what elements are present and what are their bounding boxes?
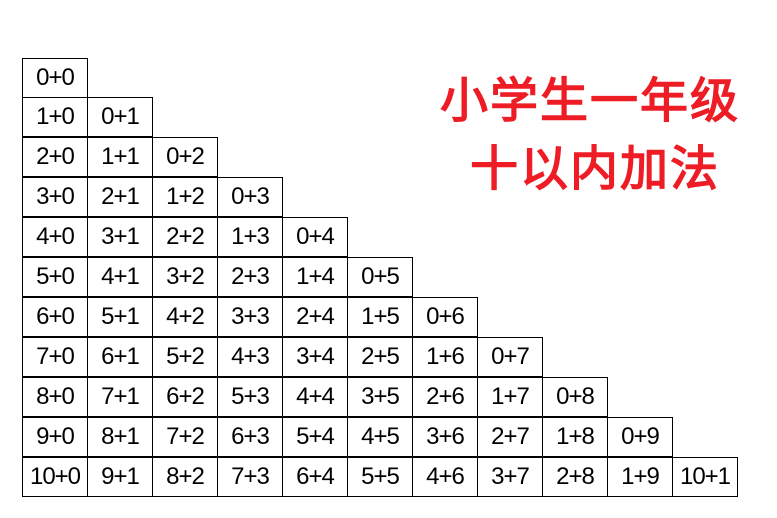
table-cell: 3+4 — [282, 337, 348, 377]
table-cell: 1+6 — [412, 337, 478, 377]
table-cell: 4+3 — [217, 337, 283, 377]
table-cell: 2+5 — [347, 337, 413, 377]
table-row: 7+06+15+24+33+42+51+60+7 — [22, 338, 738, 378]
table-row: 0+0 — [22, 58, 738, 98]
table-cell: 6+3 — [217, 417, 283, 457]
table-cell: 4+2 — [152, 297, 218, 337]
table-row: 6+05+14+23+32+41+50+6 — [22, 298, 738, 338]
table-cell: 2+1 — [87, 177, 153, 217]
table-cell: 0+0 — [22, 58, 88, 98]
table-cell: 3+5 — [347, 377, 413, 417]
table-cell: 4+4 — [282, 377, 348, 417]
table-cell: 2+3 — [217, 257, 283, 297]
table-cell: 1+7 — [477, 377, 543, 417]
table-cell: 0+5 — [347, 257, 413, 297]
table-cell: 1+3 — [217, 217, 283, 257]
table-cell: 3+7 — [477, 457, 543, 497]
table-row: 1+00+1 — [22, 98, 738, 138]
table-cell: 1+5 — [347, 297, 413, 337]
table-cell: 1+4 — [282, 257, 348, 297]
table-cell: 2+0 — [22, 137, 88, 177]
table-cell: 2+6 — [412, 377, 478, 417]
table-cell: 2+7 — [477, 417, 543, 457]
table-cell: 1+1 — [87, 137, 153, 177]
table-row: 10+09+18+27+36+45+54+63+72+81+910+1 — [22, 458, 738, 498]
table-cell: 5+2 — [152, 337, 218, 377]
table-cell: 5+1 — [87, 297, 153, 337]
table-row: 8+07+16+25+34+43+52+61+70+8 — [22, 378, 738, 418]
table-row: 4+03+12+21+30+4 — [22, 218, 738, 258]
table-cell: 7+2 — [152, 417, 218, 457]
table-row: 5+04+13+22+31+40+5 — [22, 258, 738, 298]
table-cell: 0+9 — [607, 417, 673, 457]
table-cell: 5+0 — [22, 257, 88, 297]
table-cell: 0+2 — [152, 137, 218, 177]
table-cell: 10+0 — [22, 457, 88, 497]
table-cell: 3+6 — [412, 417, 478, 457]
table-cell: 1+2 — [152, 177, 218, 217]
table-cell: 4+0 — [22, 217, 88, 257]
table-cell: 5+5 — [347, 457, 413, 497]
table-cell: 4+1 — [87, 257, 153, 297]
table-cell: 1+8 — [542, 417, 608, 457]
table-cell: 2+4 — [282, 297, 348, 337]
table-cell: 2+2 — [152, 217, 218, 257]
table-cell: 4+5 — [347, 417, 413, 457]
table-cell: 8+1 — [87, 417, 153, 457]
table-cell: 0+3 — [217, 177, 283, 217]
table-row: 9+08+17+26+35+44+53+62+71+80+9 — [22, 418, 738, 458]
table-cell: 6+2 — [152, 377, 218, 417]
table-cell: 0+8 — [542, 377, 608, 417]
table-cell: 3+3 — [217, 297, 283, 337]
table-cell: 1+0 — [22, 97, 88, 137]
table-cell: 2+8 — [542, 457, 608, 497]
table-cell: 10+1 — [672, 457, 738, 497]
table-cell: 9+0 — [22, 417, 88, 457]
table-cell: 5+3 — [217, 377, 283, 417]
table-cell: 7+1 — [87, 377, 153, 417]
table-cell: 0+6 — [412, 297, 478, 337]
table-cell: 3+1 — [87, 217, 153, 257]
table-row: 3+02+11+20+3 — [22, 178, 738, 218]
table-cell: 8+2 — [152, 457, 218, 497]
table-cell: 9+1 — [87, 457, 153, 497]
table-cell: 3+0 — [22, 177, 88, 217]
table-cell: 0+1 — [87, 97, 153, 137]
table-cell: 6+4 — [282, 457, 348, 497]
table-cell: 6+0 — [22, 297, 88, 337]
table-row: 2+01+10+2 — [22, 138, 738, 178]
table-cell: 4+6 — [412, 457, 478, 497]
addition-table: 0+01+00+12+01+10+23+02+11+20+34+03+12+21… — [22, 58, 738, 498]
table-cell: 3+2 — [152, 257, 218, 297]
table-cell: 1+9 — [607, 457, 673, 497]
table-cell: 0+7 — [477, 337, 543, 377]
table-cell: 5+4 — [282, 417, 348, 457]
table-cell: 8+0 — [22, 377, 88, 417]
table-cell: 7+0 — [22, 337, 88, 377]
table-cell: 6+1 — [87, 337, 153, 377]
table-cell: 7+3 — [217, 457, 283, 497]
table-cell: 0+4 — [282, 217, 348, 257]
